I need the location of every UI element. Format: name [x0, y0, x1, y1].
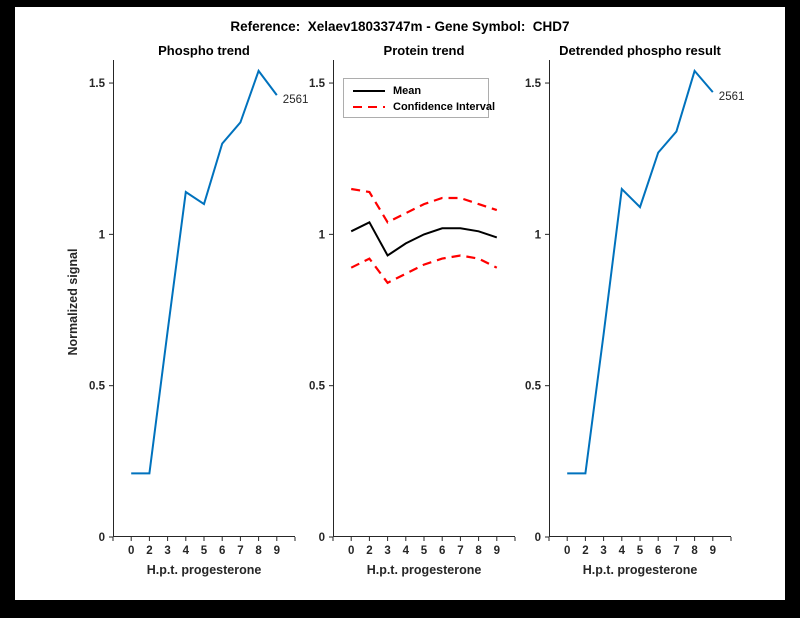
y-axis-label: Normalized signal — [66, 248, 80, 356]
subplot-title: Protein trend — [383, 43, 465, 58]
y-tick-label: 0 — [99, 532, 105, 544]
subplot-title: Detrended phospho result — [559, 43, 721, 58]
x-tick-label: 9 — [494, 545, 500, 557]
x-tick-label: 0 — [348, 545, 354, 557]
x-tick-label: 7 — [673, 545, 679, 557]
subplot-title: Phospho trend — [158, 43, 250, 58]
x-tick-label: 6 — [439, 545, 445, 557]
y-tick-label: 1.5 — [525, 78, 542, 90]
y-tick-label: 1 — [535, 229, 542, 241]
legend-line-mean-icon — [353, 90, 385, 92]
y-tick-label: 1.5 — [309, 78, 326, 90]
y-tick-label: 0.5 — [525, 381, 542, 393]
x-tick-label: 4 — [183, 545, 190, 557]
subplot-detrended-phospho: Detrended phospho result 0 2 3 4 5 6 7 8 9 0 0.5 1 1… — [525, 43, 744, 577]
x-tick-label: 7 — [457, 545, 463, 557]
x-tick-label: 6 — [655, 545, 661, 557]
annotation-label: 2561 — [719, 91, 745, 103]
subplot-phospho-trend: Phospho trend 0 2 3 4 5 6 7 8 9 0 0.5 1 1.5 2561 H.p.… — [89, 43, 308, 577]
x-tick-label: 9 — [710, 545, 716, 557]
y-tick-label: 1 — [99, 229, 106, 241]
series-line-detrended-phospho-signal — [567, 68, 714, 475]
x-tick-label: 3 — [384, 545, 390, 557]
y-tick-label: 0.5 — [309, 381, 326, 393]
legend-label-confidence-interval: Confidence Interval — [393, 101, 496, 113]
y-tick-label: 1 — [319, 229, 326, 241]
legend-row-mean: Mean — [353, 83, 488, 99]
x-tick-label: 0 — [564, 545, 570, 557]
annotation-label: 2561 — [283, 94, 309, 106]
protein-trend-plot: 0 2 3 4 5 6 7 8 900.511.5 — [309, 60, 516, 557]
x-tick-label: 6 — [219, 545, 225, 557]
x-tick-label: 0 — [128, 545, 134, 557]
x-tick-label: 7 — [237, 545, 243, 557]
x-tick-label: 4 — [403, 545, 410, 557]
legend-row-confidence-interval: Confidence Interval — [353, 99, 495, 115]
series-line-confidence-interval-upper — [351, 187, 498, 224]
y-tick-label: 0.5 — [89, 381, 106, 393]
x-axis-label: H.p.t. progesterone — [146, 563, 262, 577]
x-tick-label: 4 — [619, 545, 626, 557]
series-line-confidence-interval-lower — [350, 254, 498, 285]
x-tick-label: 2 — [582, 545, 588, 557]
legend-line-confidence-interval-icon — [353, 105, 385, 109]
x-tick-label: 5 — [637, 545, 644, 557]
x-tick-label: 3 — [164, 545, 170, 557]
figure-title: Reference: Xelaev18033747m - Gene Symbol… — [230, 19, 570, 34]
x-tick-label: 5 — [421, 545, 428, 557]
legend-label-mean: Mean — [393, 85, 422, 97]
x-tick-label: 8 — [691, 545, 698, 557]
series-line-mean — [350, 220, 498, 257]
x-tick-label: 8 — [255, 545, 262, 557]
y-tick-label: 1.5 — [89, 78, 106, 90]
x-tick-label: 9 — [274, 545, 280, 557]
series-line-phospho-signal — [131, 68, 278, 475]
x-axis-label: H.p.t. progesterone — [582, 563, 698, 577]
y-tick-label: 0 — [535, 532, 541, 544]
x-tick-label: 8 — [475, 545, 482, 557]
x-tick-label: 5 — [201, 545, 208, 557]
legend: Mean Confidence Interval — [343, 78, 495, 118]
x-axis-label: H.p.t. progesterone — [366, 563, 482, 577]
y-tick-label: 0 — [319, 532, 325, 544]
figure-canvas: Reference: Xelaev18033747m - Gene Symbol… — [15, 7, 785, 600]
subplot-protein-trend: Protein trend 0 2 3 4 5 6 7 8 9 0 0.5 1 1.5 Mean Con… — [309, 43, 516, 577]
x-tick-label: 2 — [366, 545, 372, 557]
x-tick-label: 2 — [146, 545, 152, 557]
x-tick-label: 3 — [600, 545, 606, 557]
